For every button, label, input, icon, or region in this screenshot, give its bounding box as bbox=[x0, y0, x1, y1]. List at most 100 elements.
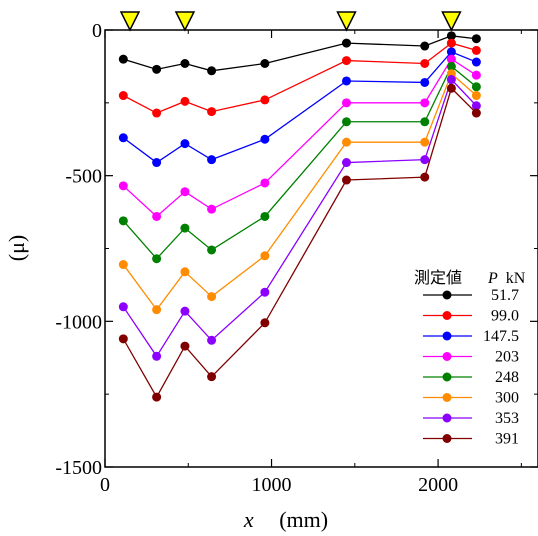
data-point bbox=[341, 117, 351, 127]
legend-entry: 147.5 bbox=[423, 328, 519, 345]
data-point bbox=[207, 292, 217, 302]
data-point bbox=[446, 38, 456, 48]
data-point bbox=[118, 334, 128, 344]
data-point bbox=[471, 70, 481, 80]
legend-swatch-marker bbox=[442, 434, 452, 443]
data-point bbox=[207, 335, 217, 345]
data-point bbox=[152, 158, 162, 168]
y-tick-label: 0 bbox=[92, 20, 102, 42]
legend-label: 248 bbox=[495, 369, 519, 386]
x-tick-label: 2000 bbox=[418, 474, 458, 496]
data-point bbox=[420, 59, 430, 69]
data-point bbox=[446, 61, 456, 71]
y-tick-label: -1500 bbox=[55, 457, 102, 479]
legend-param-var: P bbox=[487, 270, 498, 287]
data-point bbox=[446, 54, 456, 64]
data-point bbox=[420, 41, 430, 51]
legend-swatch-marker bbox=[442, 393, 452, 402]
legend-swatch-marker bbox=[442, 352, 452, 361]
legend-swatch-marker bbox=[442, 331, 452, 341]
x-axis-unit: (mm) bbox=[279, 507, 328, 532]
data-point bbox=[260, 211, 270, 221]
data-point bbox=[471, 57, 481, 67]
data-point bbox=[471, 108, 481, 118]
legend-label: 99.0 bbox=[491, 308, 519, 325]
data-point bbox=[471, 91, 481, 101]
legend-label: 51.7 bbox=[491, 287, 519, 304]
x-axis-label: x (mm) bbox=[243, 507, 328, 532]
data-point bbox=[260, 59, 270, 69]
data-point bbox=[152, 254, 162, 264]
x-axis-variable: x bbox=[243, 507, 254, 532]
data-point bbox=[341, 158, 351, 168]
data-point bbox=[180, 59, 190, 69]
legend-entry: 203 bbox=[423, 349, 519, 366]
legend-label: 353 bbox=[495, 410, 519, 427]
legend-entry: 248 bbox=[423, 369, 519, 386]
data-point bbox=[420, 98, 430, 108]
data-point bbox=[446, 75, 456, 85]
data-point bbox=[471, 82, 481, 92]
data-point bbox=[118, 181, 128, 191]
series-353 bbox=[118, 75, 481, 361]
data-point bbox=[446, 83, 456, 93]
y-tick-label: -500 bbox=[65, 166, 102, 188]
data-point bbox=[446, 47, 456, 57]
support-marker bbox=[119, 11, 141, 32]
data-point bbox=[152, 108, 162, 118]
data-point bbox=[207, 372, 217, 382]
legend-label: 147.5 bbox=[483, 328, 519, 345]
support-marker bbox=[336, 11, 357, 32]
data-point bbox=[118, 133, 128, 143]
legend-entries: 51.7 99.0 147.5 203 248 300 353 391 bbox=[423, 287, 519, 448]
data-point bbox=[180, 96, 190, 106]
data-point bbox=[207, 245, 217, 255]
data-point bbox=[152, 392, 162, 402]
data-point bbox=[446, 31, 456, 41]
data-point bbox=[341, 38, 351, 48]
data-point bbox=[207, 155, 217, 165]
series-147.5 bbox=[118, 47, 481, 168]
data-point bbox=[341, 137, 351, 147]
series-99.0 bbox=[118, 38, 481, 118]
data-point bbox=[118, 260, 128, 270]
data-point bbox=[180, 267, 190, 277]
legend-entry: 391 bbox=[423, 431, 519, 448]
data-point bbox=[341, 175, 351, 185]
legend-swatch-marker bbox=[442, 413, 452, 423]
series-51.7 bbox=[118, 31, 481, 76]
data-point bbox=[341, 76, 351, 86]
data-point bbox=[207, 66, 217, 76]
series-layer bbox=[118, 31, 481, 402]
series-391 bbox=[118, 83, 481, 402]
legend-label: 203 bbox=[495, 349, 519, 366]
data-point bbox=[118, 216, 128, 226]
data-point bbox=[152, 211, 162, 221]
data-point bbox=[471, 34, 481, 44]
data-point bbox=[260, 318, 270, 328]
legend-title: 測定値 bbox=[414, 268, 462, 287]
data-point bbox=[420, 117, 430, 127]
data-point bbox=[152, 305, 162, 315]
data-point bbox=[180, 306, 190, 316]
data-point bbox=[152, 64, 162, 74]
legend-swatch-marker bbox=[442, 372, 452, 382]
data-point bbox=[260, 287, 270, 297]
support-marker bbox=[441, 11, 462, 32]
data-point bbox=[471, 45, 481, 55]
legend-label: 300 bbox=[495, 390, 519, 407]
legend-entry: 300 bbox=[423, 390, 519, 407]
support-markers bbox=[119, 11, 462, 32]
legend: 測定値 P kN 51.7 99.0 147.5 203 248 300 353 391 bbox=[414, 268, 526, 448]
data-point bbox=[260, 95, 270, 105]
y-axis-label: (μ) bbox=[4, 235, 29, 261]
legend-label: 391 bbox=[495, 431, 519, 448]
data-point bbox=[260, 178, 270, 188]
data-point bbox=[420, 172, 430, 182]
data-point bbox=[180, 223, 190, 233]
x-tick-label: 0 bbox=[100, 474, 110, 496]
data-point bbox=[180, 139, 190, 149]
legend-swatch-marker bbox=[442, 290, 452, 300]
data-point bbox=[341, 98, 351, 108]
